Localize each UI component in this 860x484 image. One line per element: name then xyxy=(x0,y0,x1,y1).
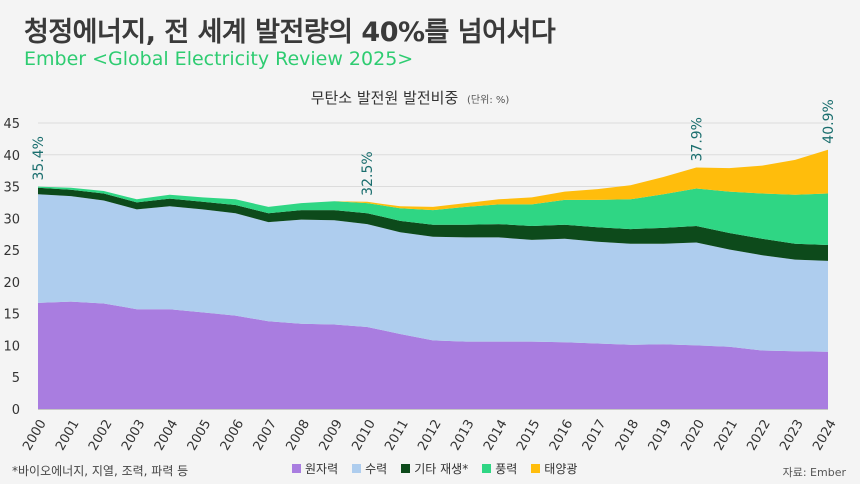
page-title: 청정에너지, 전 세계 발전량의 40%를 넘어서다 xyxy=(24,17,556,48)
area-series-1 xyxy=(38,194,828,352)
legend-item: 기타 재생* xyxy=(401,460,468,477)
legend-item: 태양광 xyxy=(531,460,577,477)
x-tick-label: 2007 xyxy=(251,417,281,453)
legend-label: 풍력 xyxy=(495,462,518,476)
annotation-label: 37.9% xyxy=(689,117,705,161)
x-tick-label: 2000 xyxy=(20,417,50,453)
chart-title-main: 무탄소 발전원 발전비중 xyxy=(311,89,459,107)
y-tick-label: 15 xyxy=(3,308,20,323)
page-subtitle: Ember <Global Electricity Review 2025> xyxy=(24,48,414,70)
x-tick-label: 2023 xyxy=(777,417,807,453)
x-tick-label: 2008 xyxy=(284,417,314,453)
legend-item: 원자력 xyxy=(292,460,338,477)
x-tick-label: 2002 xyxy=(86,417,116,453)
x-tick-label: 2019 xyxy=(646,417,676,453)
x-tick-label: 2016 xyxy=(547,417,577,453)
legend-swatch xyxy=(482,464,492,473)
area-series-3 xyxy=(38,186,828,245)
legend-label: 태양광 xyxy=(544,462,578,476)
legend-label: 수력 xyxy=(365,462,388,476)
x-tick-label: 2006 xyxy=(218,417,248,453)
y-tick-label: 45 xyxy=(3,117,20,132)
y-tick-label: 25 xyxy=(3,244,20,259)
x-tick-label: 2009 xyxy=(316,417,346,453)
chart-title-unit: (단위: %) xyxy=(467,93,509,106)
y-tick-label: 30 xyxy=(3,212,20,227)
y-tick-label: 10 xyxy=(3,339,20,354)
legend-label: 기타 재생* xyxy=(414,462,469,476)
y-tick-label: 35 xyxy=(3,181,20,196)
annotation-label: 35.4% xyxy=(31,136,47,180)
x-tick-label: 2022 xyxy=(744,417,774,453)
legend-swatch xyxy=(401,464,411,473)
x-tick-label: 2024 xyxy=(810,417,840,453)
chart-legend: 원자력 수력 기타 재생* 풍력 태양광 xyxy=(292,460,577,477)
x-tick-label: 2018 xyxy=(613,417,643,453)
y-tick-label: 40 xyxy=(3,149,20,164)
x-tick-label: 2013 xyxy=(448,417,478,453)
x-tick-label: 2015 xyxy=(514,417,544,453)
source-credit: 자료: Ember xyxy=(782,466,846,479)
y-tick-label: 20 xyxy=(3,276,20,291)
legend-item: 수력 xyxy=(352,460,387,477)
x-tick-label: 2001 xyxy=(53,417,83,453)
x-tick-label: 2003 xyxy=(119,417,149,453)
x-tick-label: 2014 xyxy=(481,417,511,453)
legend-swatch xyxy=(531,464,541,473)
legend-item: 풍력 xyxy=(482,460,517,477)
y-tick-label: 5 xyxy=(12,371,20,386)
x-tick-label: 2017 xyxy=(580,417,610,453)
annotation-label: 40.9% xyxy=(821,99,837,143)
annotation-label: 32.5% xyxy=(360,151,376,195)
x-tick-label: 2020 xyxy=(679,417,709,453)
x-tick-label: 2005 xyxy=(185,417,215,453)
footnote: *바이오에너지, 지열, 조력, 파력 등 xyxy=(12,464,189,478)
legend-swatch xyxy=(292,464,301,473)
y-tick-label: 0 xyxy=(12,403,20,418)
area-series-0 xyxy=(38,301,828,409)
legend-label: 원자력 xyxy=(305,462,339,476)
x-tick-label: 2021 xyxy=(711,417,741,453)
area-series-4 xyxy=(38,149,828,211)
x-tick-label: 2004 xyxy=(152,417,182,453)
x-tick-label: 2011 xyxy=(382,417,412,453)
x-tick-label: 2012 xyxy=(415,417,445,453)
area-series-2 xyxy=(38,187,828,261)
chart-title: 무탄소 발전원 발전비중 (단위: %) xyxy=(311,89,510,107)
x-tick-label: 2010 xyxy=(349,417,379,453)
legend-swatch xyxy=(352,464,362,473)
